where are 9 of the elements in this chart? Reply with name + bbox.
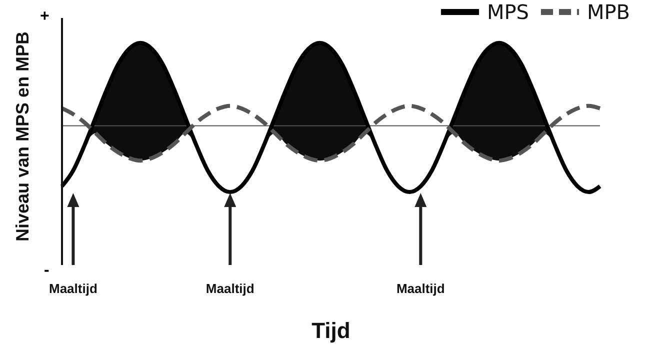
legend-label: MPB bbox=[586, 0, 630, 24]
x-tick-label: Maaltijd bbox=[396, 281, 445, 296]
text: + bbox=[40, 8, 50, 26]
text: - bbox=[44, 262, 50, 280]
x-axis-title: Tijd bbox=[312, 318, 350, 343]
legend-label: MPS bbox=[486, 0, 529, 24]
x-tick-label: Maaltijd bbox=[49, 281, 98, 296]
y-axis-title: Niveau van MPS en MPB bbox=[12, 31, 32, 242]
x-tick-label: Maaltijd bbox=[206, 281, 254, 296]
